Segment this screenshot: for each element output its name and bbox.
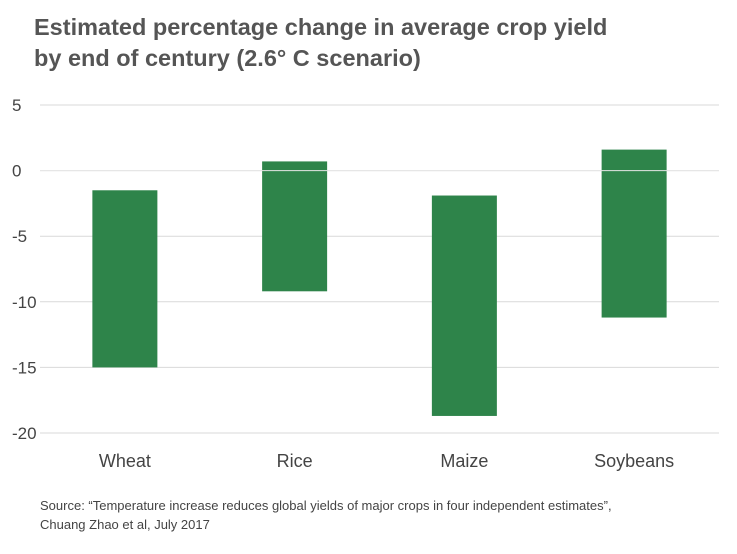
source-note: Source: “Temperature increase reduces gl…	[40, 496, 720, 534]
x-tick-label: Wheat	[99, 451, 151, 471]
y-tick-label: -5	[12, 227, 27, 246]
bars	[40, 149, 719, 416]
bar-wheat	[92, 190, 158, 368]
bar-soybeans	[601, 149, 667, 318]
y-tick-label: -20	[12, 424, 37, 443]
y-tick-label: -10	[12, 293, 37, 312]
y-tick-label: 5	[12, 96, 21, 115]
source-line-2: Chuang Zhao et al, July 2017	[40, 517, 210, 532]
chart-title-line-1: Estimated percentage change in average c…	[34, 14, 608, 40]
y-tick-label: 0	[12, 162, 21, 181]
bar-maize	[431, 195, 497, 416]
source-line-1: Source: “Temperature increase reduces gl…	[40, 498, 612, 513]
y-axis-ticks: 5 0 -5 -10 -15 -20	[12, 96, 37, 443]
chart-title: Estimated percentage change in average c…	[34, 12, 724, 74]
chart-title-line-2: by end of century (2.6° C scenario)	[34, 45, 421, 71]
bar-rice	[262, 161, 328, 292]
x-tick-label: Soybeans	[594, 451, 674, 471]
x-tick-label: Rice	[277, 451, 313, 471]
y-tick-label: -15	[12, 358, 37, 377]
x-tick-label: Maize	[440, 451, 488, 471]
x-axis-labels: Wheat Rice Maize Soybeans	[99, 451, 674, 471]
